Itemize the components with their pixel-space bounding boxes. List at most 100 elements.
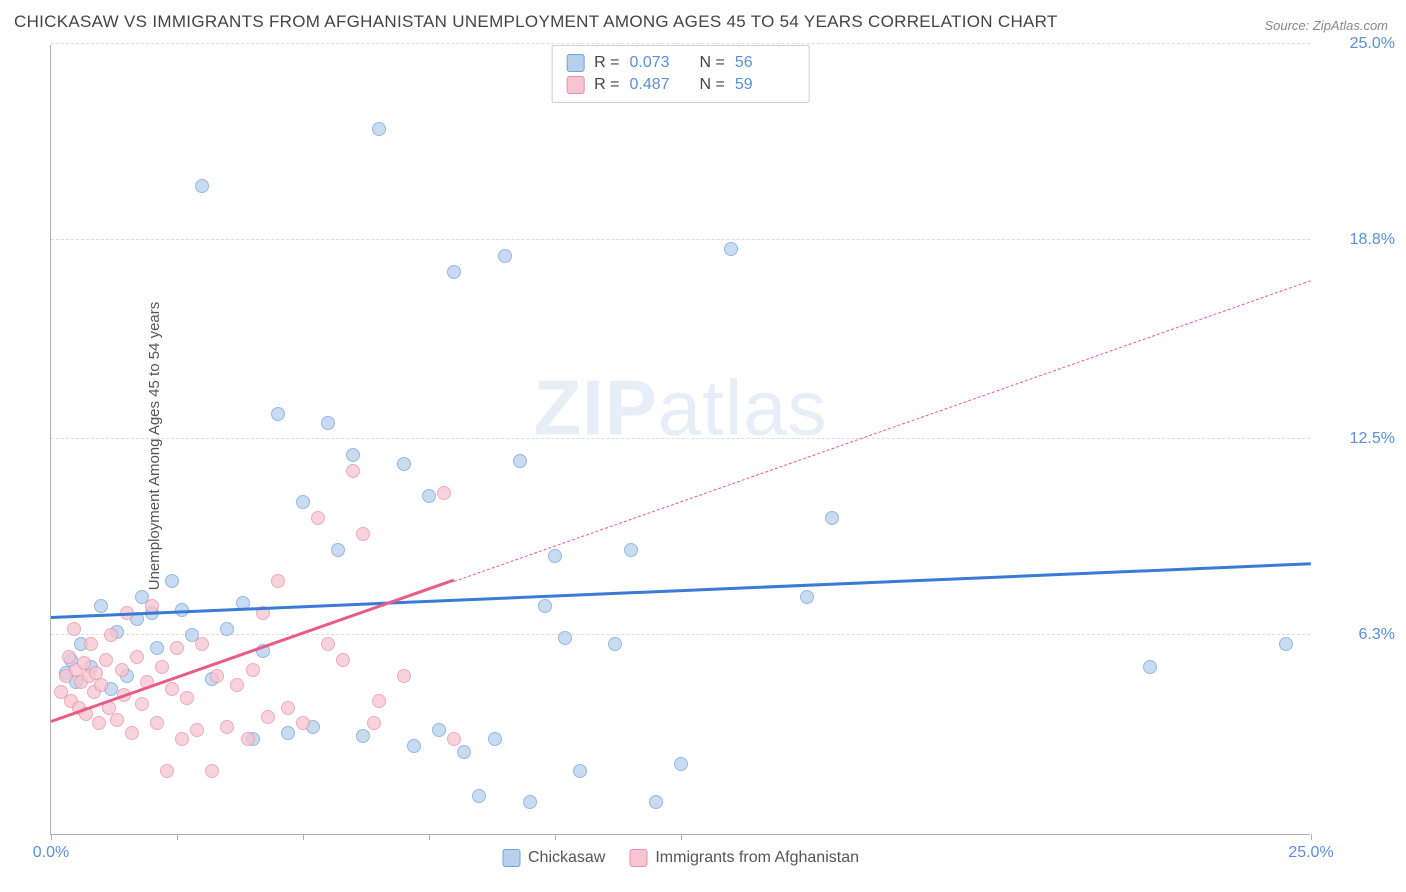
data-point [271,574,285,588]
data-point [67,622,81,636]
legend-item: Immigrants from Afghanistan [629,849,859,867]
legend-label: Immigrants from Afghanistan [655,849,859,867]
x-tick-label: 25.0% [1288,844,1333,862]
data-point [99,653,113,667]
data-point [271,407,285,421]
data-point [110,713,124,727]
data-point [195,179,209,193]
data-point [488,732,502,746]
data-point [356,527,370,541]
data-point [150,716,164,730]
legend-r-label: R = [594,76,619,94]
data-point [1279,637,1293,651]
trend-line [51,562,1311,619]
data-point [84,637,98,651]
data-point [437,486,451,500]
data-point [608,637,622,651]
correlation-legend: R = 0.073 N = 56 R = 0.487 N = 59 [551,45,810,103]
data-point [372,122,386,136]
data-point [170,641,184,655]
data-point [140,675,154,689]
data-point [548,549,562,563]
data-point [180,691,194,705]
data-point [94,599,108,613]
data-point [447,732,461,746]
data-point [321,637,335,651]
data-point [457,745,471,759]
data-point [397,457,411,471]
legend-swatch [566,54,584,72]
gridline [51,634,1310,635]
legend-r-label: R = [594,54,619,72]
data-point [236,596,250,610]
data-point [165,682,179,696]
legend-n-value: 59 [735,76,795,94]
y-tick-label: 6.3% [1359,626,1395,644]
data-point [210,669,224,683]
data-point [150,641,164,655]
data-point [346,448,360,462]
legend-item: Chickasaw [502,849,605,867]
legend-swatch [502,849,520,867]
data-point [94,678,108,692]
legend-row: R = 0.487 N = 59 [566,74,795,96]
data-point [92,716,106,730]
chart-title: CHICKASAW VS IMMIGRANTS FROM AFGHANISTAN… [14,12,1058,32]
legend-swatch [566,76,584,94]
data-point [407,739,421,753]
data-point [422,489,436,503]
gridline [51,239,1310,240]
source-attribution: Source: ZipAtlas.com [1264,18,1388,33]
data-point [246,663,260,677]
scatter-plot-area: ZIPatlas R =0.073N =56R =0.487N =59 Chic… [50,45,1310,835]
data-point [145,599,159,613]
x-tick [177,834,178,840]
legend-r-value: 0.487 [630,76,690,94]
watermark: ZIPatlas [533,362,827,453]
data-point [281,701,295,715]
data-point [432,723,446,737]
data-point [538,599,552,613]
data-point [195,637,209,651]
data-point [321,416,335,430]
x-tick [1311,834,1312,840]
data-point [674,757,688,771]
data-point [472,789,486,803]
data-point [558,631,572,645]
gridline [51,438,1310,439]
data-point [135,697,149,711]
data-point [261,710,275,724]
data-point [160,764,174,778]
gridline [51,43,1310,44]
data-point [825,511,839,525]
data-point [175,603,189,617]
data-point [296,716,310,730]
data-point [624,543,638,557]
data-point [724,242,738,256]
legend-n-label: N = [700,76,725,94]
data-point [346,464,360,478]
data-point [573,764,587,778]
data-point [120,606,134,620]
y-tick-label: 18.8% [1350,231,1395,249]
data-point [356,729,370,743]
data-point [130,650,144,664]
data-point [513,454,527,468]
data-point [125,726,139,740]
data-point [311,511,325,525]
legend-n-value: 56 [735,54,795,72]
data-point [367,716,381,730]
data-point [175,732,189,746]
data-point [397,669,411,683]
data-point [281,726,295,740]
data-point [115,663,129,677]
data-point [117,688,131,702]
x-tick [555,834,556,840]
x-tick [429,834,430,840]
legend-r-value: 0.073 [630,54,690,72]
y-tick-label: 12.5% [1350,430,1395,448]
x-tick [681,834,682,840]
trend-line-extrapolated [454,280,1311,582]
data-point [220,622,234,636]
data-point [372,694,386,708]
